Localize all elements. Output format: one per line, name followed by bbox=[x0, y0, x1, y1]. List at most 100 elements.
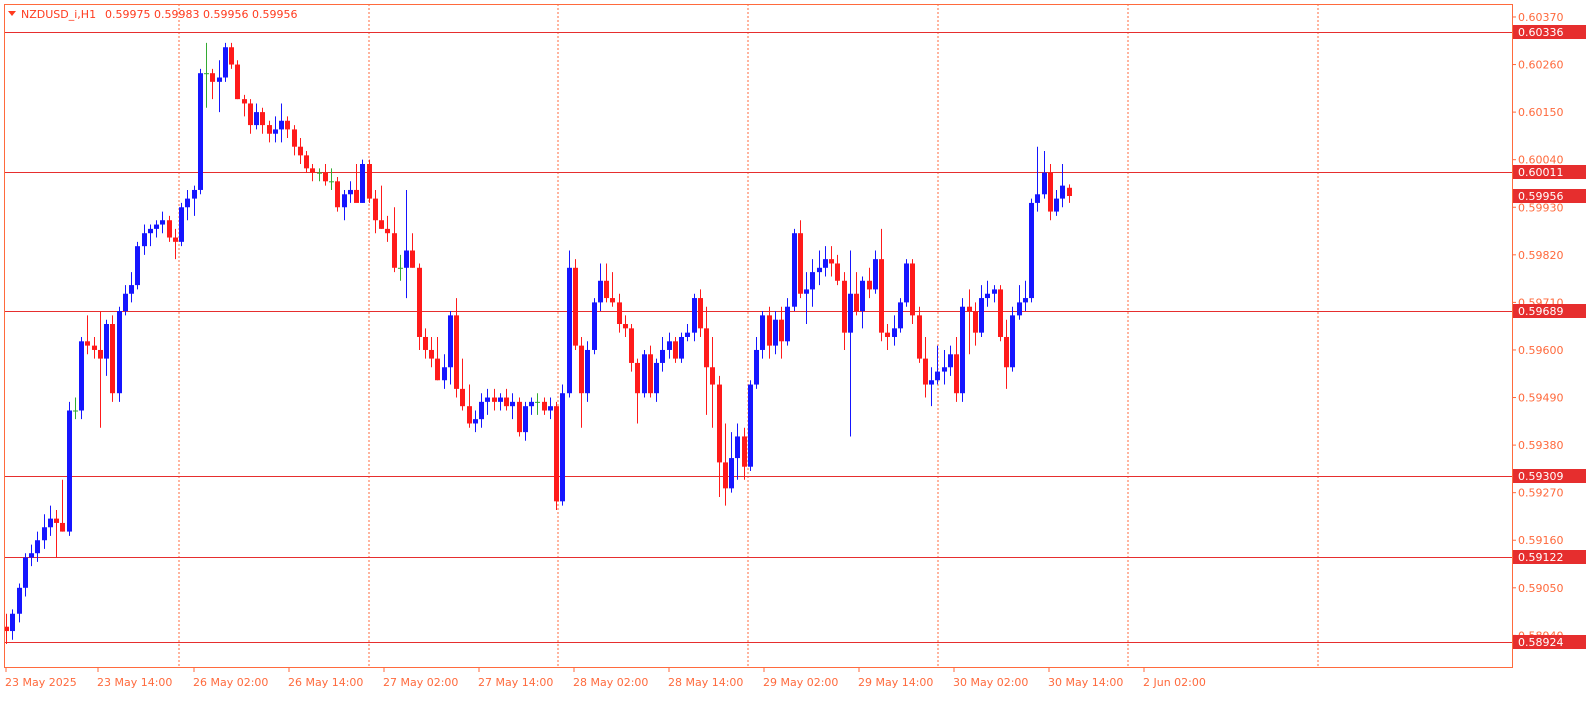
candle bbox=[779, 306, 784, 359]
candle-body bbox=[779, 319, 784, 342]
candle-body bbox=[160, 220, 165, 225]
candle bbox=[735, 423, 740, 480]
candle bbox=[335, 176, 340, 212]
candle-body bbox=[635, 362, 640, 394]
candle-body bbox=[673, 341, 678, 359]
candle bbox=[392, 207, 397, 273]
candle bbox=[129, 272, 134, 303]
time-tick-label: 23 May 2025 bbox=[5, 676, 77, 689]
candle bbox=[379, 185, 384, 229]
candle bbox=[404, 189, 409, 299]
candle bbox=[92, 336, 97, 359]
candle-body bbox=[67, 410, 72, 532]
candle-body bbox=[135, 246, 140, 286]
candle-body bbox=[967, 306, 972, 312]
candle-body bbox=[1004, 336, 1009, 368]
candle bbox=[285, 116, 290, 139]
candle bbox=[948, 345, 953, 376]
candle-body bbox=[898, 302, 903, 329]
candle bbox=[4, 613, 9, 645]
candle bbox=[585, 341, 590, 402]
candle bbox=[348, 181, 353, 203]
candle bbox=[229, 42, 234, 69]
candle bbox=[85, 315, 90, 355]
candle-body bbox=[385, 228, 390, 234]
candle-body bbox=[398, 267, 403, 269]
candle bbox=[885, 324, 890, 350]
candle-body bbox=[710, 367, 715, 385]
price-tick-label: 0.60040 bbox=[1518, 154, 1564, 167]
candle-body bbox=[373, 198, 378, 221]
candle-body bbox=[848, 293, 853, 333]
candle-body bbox=[923, 358, 928, 385]
candle-body bbox=[904, 263, 909, 303]
candle bbox=[385, 215, 390, 242]
candle bbox=[254, 103, 259, 130]
candle-body bbox=[623, 324, 628, 329]
candle-body bbox=[842, 280, 847, 333]
candle-body bbox=[417, 267, 422, 337]
candle-body bbox=[229, 47, 234, 65]
candle-body bbox=[579, 345, 584, 394]
candle-body bbox=[717, 384, 722, 463]
candle bbox=[998, 285, 1003, 342]
candle bbox=[67, 401, 72, 536]
candle bbox=[1035, 146, 1040, 212]
candle bbox=[23, 553, 28, 597]
price-tick-label: 0.59160 bbox=[1518, 534, 1564, 547]
candle-body bbox=[1042, 172, 1047, 195]
candle bbox=[698, 289, 703, 337]
candle-body bbox=[948, 354, 953, 368]
candle bbox=[773, 311, 778, 355]
plot-frame bbox=[4, 4, 1513, 668]
candle bbox=[467, 384, 472, 428]
candle bbox=[579, 336, 584, 428]
candle-body bbox=[1067, 187, 1072, 197]
candle bbox=[173, 228, 178, 260]
candle-body bbox=[267, 125, 272, 134]
candle bbox=[273, 116, 278, 143]
candle-body bbox=[117, 311, 122, 394]
chart-menu-triangle-icon[interactable] bbox=[8, 11, 16, 16]
price-tick-label: 0.59050 bbox=[1518, 582, 1564, 595]
candle-body bbox=[992, 289, 997, 294]
candle-body bbox=[154, 224, 159, 229]
candle bbox=[154, 220, 159, 238]
candle-body bbox=[1035, 194, 1040, 203]
time-tick-label: 26 May 02:00 bbox=[193, 676, 268, 689]
candle-body bbox=[317, 172, 322, 174]
candle-body bbox=[667, 341, 672, 350]
candle-body bbox=[35, 540, 40, 554]
candle-body bbox=[554, 406, 559, 502]
candle-body bbox=[304, 155, 309, 169]
candle bbox=[373, 189, 378, 234]
candle bbox=[960, 298, 965, 402]
candle bbox=[210, 68, 215, 100]
candle bbox=[367, 159, 372, 203]
candle-body bbox=[204, 73, 209, 75]
price-level-badge-text: 0.60336 bbox=[1518, 26, 1564, 39]
candle bbox=[760, 311, 765, 359]
candle-body bbox=[310, 168, 315, 173]
candle bbox=[310, 164, 315, 182]
price-tick-label: 0.59600 bbox=[1518, 344, 1564, 357]
candle bbox=[567, 250, 572, 398]
candle-body bbox=[760, 315, 765, 350]
candle bbox=[867, 267, 872, 299]
candle bbox=[842, 272, 847, 350]
candle-body bbox=[79, 341, 84, 411]
candle bbox=[573, 259, 578, 350]
candle-body bbox=[167, 220, 172, 238]
candle-body bbox=[698, 298, 703, 329]
candle bbox=[110, 315, 115, 402]
candle bbox=[810, 259, 815, 307]
candle bbox=[260, 107, 265, 134]
candle bbox=[492, 388, 497, 411]
candle bbox=[429, 336, 434, 368]
candle bbox=[910, 259, 915, 325]
candle-body bbox=[360, 164, 365, 203]
price-level-badge bbox=[1513, 635, 1586, 649]
candle-body bbox=[273, 129, 278, 134]
